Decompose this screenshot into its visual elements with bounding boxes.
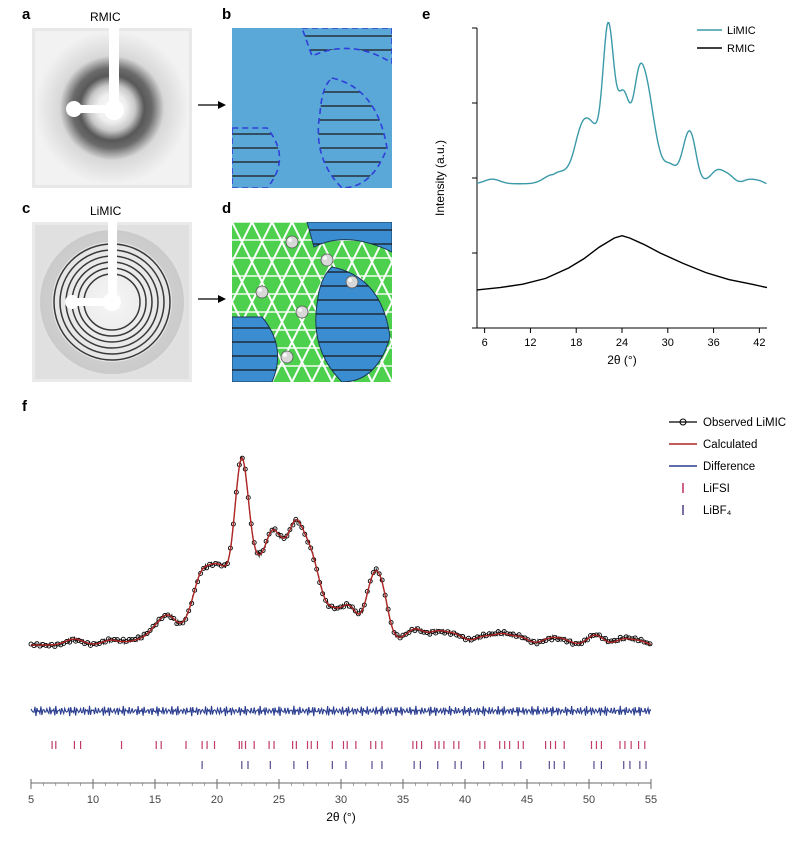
svg-text:40: 40	[459, 794, 471, 806]
svg-text:20: 20	[211, 794, 223, 806]
svg-text:RMIC: RMIC	[727, 43, 755, 55]
svg-text:18: 18	[570, 337, 582, 349]
svg-text:Observed LiMIC: Observed LiMIC	[703, 417, 786, 429]
svg-text:Difference: Difference	[703, 461, 755, 473]
svg-text:50: 50	[583, 794, 595, 806]
svg-text:42: 42	[753, 337, 765, 349]
svg-text:30: 30	[662, 337, 674, 349]
svg-text:10: 10	[87, 794, 99, 806]
figure: a b c d e f RMIC LiMIC	[0, 0, 800, 843]
svg-text:15: 15	[149, 794, 161, 806]
arrow-ab	[198, 98, 226, 112]
arrow-cd	[198, 292, 226, 306]
label-d: d	[222, 200, 231, 217]
svg-text:36: 36	[707, 337, 719, 349]
svg-text:6: 6	[482, 337, 488, 349]
svg-text:Intensity (a.u.): Intensity (a.u.)	[433, 140, 447, 216]
panel-a-diffraction	[32, 28, 192, 188]
svg-text:LiFSI: LiFSI	[703, 483, 730, 495]
svg-text:35: 35	[397, 794, 409, 806]
title-rmic: RMIC	[90, 10, 121, 24]
title-limic: LiMIC	[90, 204, 121, 218]
svg-text:45: 45	[521, 794, 533, 806]
label-b: b	[222, 6, 231, 23]
panel-d-schematic	[232, 222, 392, 382]
panel-f-rietveld-chart: 5 10 15 20 25 30 35 40 45 50 55 2θ (°) Observed LiMI…	[16, 408, 786, 833]
svg-text:2θ (°): 2θ (°)	[326, 810, 355, 824]
svg-text:2θ (°): 2θ (°)	[607, 353, 636, 367]
svg-text:5: 5	[28, 794, 34, 806]
panel-b-schematic	[232, 28, 392, 188]
svg-text:24: 24	[616, 337, 628, 349]
svg-text:LiBF₄: LiBF₄	[703, 505, 732, 517]
label-a: a	[22, 6, 30, 23]
svg-text:LiMIC: LiMIC	[727, 25, 756, 37]
svg-text:12: 12	[524, 337, 536, 349]
svg-text:25: 25	[273, 794, 285, 806]
svg-text:30: 30	[335, 794, 347, 806]
label-c: c	[22, 200, 30, 217]
svg-text:Calculated: Calculated	[703, 439, 757, 451]
svg-text:55: 55	[645, 794, 657, 806]
panel-e-xrd-chart: 6 12 18 24 30 36 42 2θ (°) Intensity (a.u.) LiMIC…	[422, 18, 782, 378]
panel-c-diffraction	[32, 222, 192, 382]
